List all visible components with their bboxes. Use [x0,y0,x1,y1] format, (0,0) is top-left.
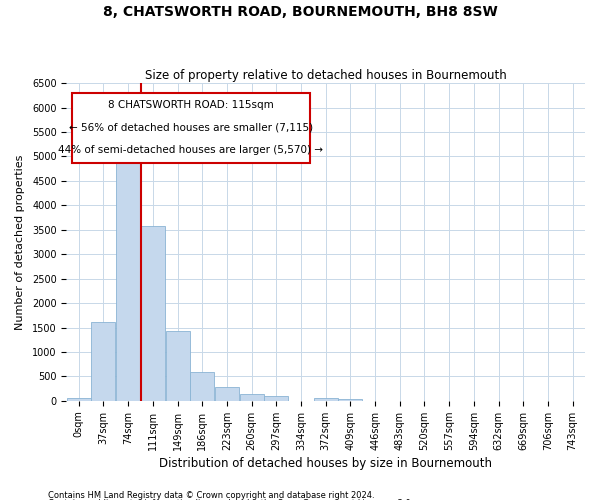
Title: Size of property relative to detached houses in Bournemouth: Size of property relative to detached ho… [145,69,506,82]
Bar [314,398,338,401]
Bar [265,396,288,401]
Text: 44% of semi-detached houses are larger (5,570) →: 44% of semi-detached houses are larger (… [58,146,323,156]
Text: 8 CHATSWORTH ROAD: 115sqm: 8 CHATSWORTH ROAD: 115sqm [108,100,274,110]
Y-axis label: Number of detached properties: Number of detached properties [15,154,25,330]
Bar [67,398,91,401]
Bar [141,226,165,401]
FancyBboxPatch shape [71,92,310,162]
Bar [338,400,362,401]
Text: 8, CHATSWORTH ROAD, BOURNEMOUTH, BH8 8SW: 8, CHATSWORTH ROAD, BOURNEMOUTH, BH8 8SW [103,5,497,19]
Bar [239,394,263,401]
Bar [215,387,239,401]
Bar [166,332,190,401]
Text: Contains HM Land Registry data © Crown copyright and database right 2024.: Contains HM Land Registry data © Crown c… [48,490,374,500]
Text: ← 56% of detached houses are smaller (7,115): ← 56% of detached houses are smaller (7,… [69,122,313,132]
Bar [190,372,214,401]
X-axis label: Distribution of detached houses by size in Bournemouth: Distribution of detached houses by size … [159,457,492,470]
Bar [91,322,115,401]
Bar [116,154,140,401]
